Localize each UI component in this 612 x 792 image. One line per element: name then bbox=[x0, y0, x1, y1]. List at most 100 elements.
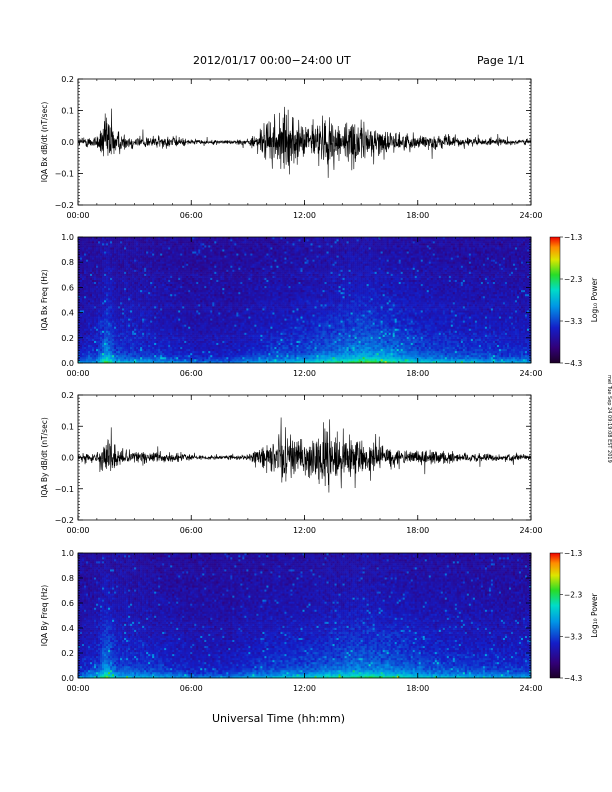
heatmap-cell bbox=[90, 257, 92, 259]
heatmap-cell bbox=[98, 274, 100, 276]
heatmap-cell bbox=[90, 267, 92, 269]
heatmap-cell bbox=[120, 341, 122, 343]
heatmap-cell bbox=[118, 247, 120, 249]
heatmap-cell bbox=[120, 351, 122, 353]
heatmap-cell bbox=[116, 330, 118, 332]
heatmap-cell bbox=[104, 310, 106, 312]
heatmap-cell bbox=[104, 318, 106, 320]
heatmap-cell bbox=[82, 349, 84, 351]
heatmap-cell bbox=[100, 259, 102, 261]
heatmap-cell bbox=[82, 324, 84, 326]
heatmap-cell bbox=[92, 353, 94, 355]
heatmap-cell bbox=[88, 304, 90, 306]
heatmap-cell bbox=[118, 300, 120, 302]
heatmap-cell bbox=[100, 324, 102, 326]
heatmap-cell bbox=[92, 316, 94, 318]
heatmap-cell bbox=[112, 274, 114, 276]
heatmap-cell bbox=[86, 320, 88, 322]
heatmap-cell bbox=[108, 359, 110, 361]
heatmap-cell bbox=[100, 272, 102, 274]
heatmap-cell bbox=[96, 341, 98, 343]
heatmap-cell bbox=[94, 276, 96, 278]
heatmap-cell bbox=[84, 335, 86, 337]
heatmap-cell bbox=[96, 318, 98, 320]
heatmap-cell bbox=[92, 249, 94, 251]
heatmap-cell bbox=[86, 337, 88, 339]
heatmap-cell bbox=[86, 265, 88, 267]
heatmap-cell bbox=[102, 341, 104, 343]
heatmap-cell bbox=[80, 302, 82, 304]
heatmap-cell bbox=[88, 294, 90, 296]
heatmap-cell bbox=[102, 330, 104, 332]
heatmap-cell bbox=[100, 270, 102, 272]
heatmap-cell bbox=[90, 296, 92, 298]
heatmap-cell bbox=[114, 306, 116, 308]
heatmap-cell bbox=[98, 270, 100, 272]
heatmap-cell bbox=[120, 355, 122, 357]
heatmap-cell bbox=[106, 318, 108, 320]
heatmap-cell bbox=[104, 288, 106, 290]
heatmap-cell bbox=[84, 272, 86, 274]
heatmap-cell bbox=[86, 359, 88, 361]
heatmap-cell bbox=[90, 249, 92, 251]
heatmap-cell bbox=[120, 345, 122, 347]
heatmap-cell bbox=[98, 288, 100, 290]
heatmap-cell bbox=[96, 359, 98, 361]
heatmap-cell bbox=[106, 282, 108, 284]
heatmap-cell bbox=[96, 294, 98, 296]
heatmap-cell bbox=[86, 276, 88, 278]
heatmap-cell bbox=[84, 308, 86, 310]
heatmap-cell bbox=[100, 239, 102, 241]
heatmap-cell bbox=[96, 247, 98, 249]
heatmap-cell bbox=[106, 343, 108, 345]
heatmap-cell bbox=[114, 353, 116, 355]
heatmap-cell bbox=[82, 333, 84, 335]
heatmap-cell bbox=[102, 241, 104, 243]
heatmap-cell bbox=[96, 292, 98, 294]
heatmap-cell bbox=[100, 282, 102, 284]
heatmap-cell bbox=[108, 353, 110, 355]
heatmap-cell bbox=[100, 286, 102, 288]
heatmap-cell bbox=[116, 316, 118, 318]
heatmap-cell bbox=[110, 304, 112, 306]
heatmap-cell bbox=[114, 294, 116, 296]
heatmap-cell bbox=[102, 267, 104, 269]
heatmap-cell bbox=[102, 265, 104, 267]
heatmap-cell bbox=[88, 302, 90, 304]
heatmap-cell bbox=[82, 335, 84, 337]
heatmap-cell bbox=[116, 357, 118, 359]
heatmap-cell bbox=[116, 333, 118, 335]
heatmap-cell bbox=[118, 322, 120, 324]
heatmap-cell bbox=[94, 308, 96, 310]
heatmap-cell bbox=[112, 306, 114, 308]
heatmap-cell bbox=[104, 302, 106, 304]
heatmap-cell bbox=[82, 265, 84, 267]
heatmap-cell bbox=[90, 284, 92, 286]
heatmap-cell bbox=[104, 261, 106, 263]
heatmap-cell bbox=[80, 345, 82, 347]
heatmap-cell bbox=[86, 328, 88, 330]
panel-bx-dbdt: −0.2−0.10.00.10.200:00 06:00 12:00 18:00 24:… bbox=[40, 75, 543, 220]
heatmap-cell bbox=[86, 347, 88, 349]
heatmap-cell bbox=[82, 292, 84, 294]
heatmap-cell bbox=[104, 286, 106, 288]
heatmap-cell bbox=[112, 308, 114, 310]
heatmap-cell bbox=[88, 284, 90, 286]
heatmap-cell bbox=[118, 274, 120, 276]
heatmap-cell bbox=[94, 330, 96, 332]
heatmap-cell bbox=[114, 355, 116, 357]
heatmap-cell bbox=[102, 355, 104, 357]
heatmap-cell bbox=[118, 272, 120, 274]
heatmap-cell bbox=[116, 349, 118, 351]
heatmap-cell bbox=[80, 241, 82, 243]
heatmap-cell bbox=[92, 282, 94, 284]
heatmap-cell bbox=[88, 310, 90, 312]
heatmap-cell bbox=[80, 326, 82, 328]
heatmap-cell bbox=[120, 359, 122, 361]
heatmap-cell bbox=[102, 343, 104, 345]
heatmap-cell bbox=[80, 355, 82, 357]
heatmap-cell bbox=[104, 339, 106, 341]
heatmap-cell bbox=[110, 261, 112, 263]
heatmap-cell bbox=[118, 320, 120, 322]
heatmap-cell bbox=[80, 341, 82, 343]
